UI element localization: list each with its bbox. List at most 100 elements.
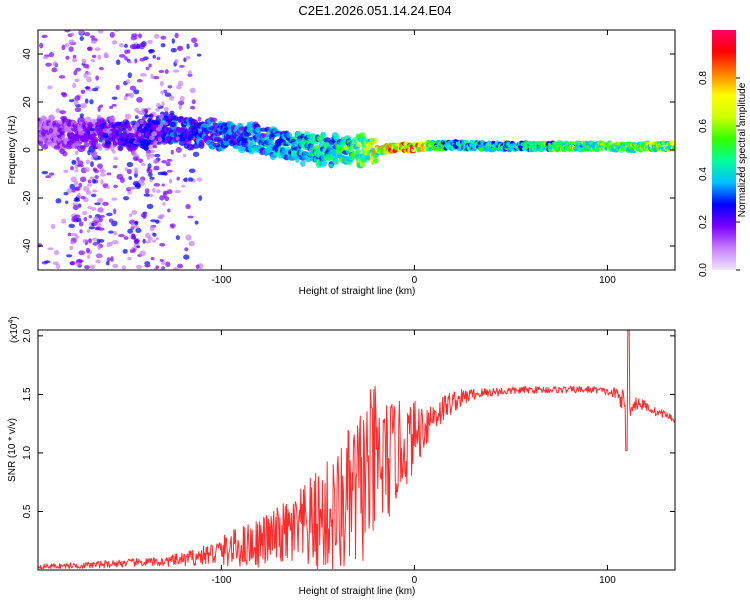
spectrogram-noise [75, 67, 82, 72]
spectrogram-noise [138, 158, 144, 163]
spectrogram-noise [87, 46, 92, 51]
spectrogram-noise [121, 265, 127, 270]
spectrogram-noise [78, 221, 84, 227]
spectrogram-panel: -100 0 100 40 20 0 -20 -40 Height of straight l… [7, 29, 676, 297]
spectrogram-noise [94, 174, 99, 180]
spectrogram-noise [161, 141, 168, 145]
spectrogram-noise [144, 188, 150, 194]
spectrogram-noise [152, 54, 156, 59]
spectrogram-noise [152, 145, 158, 149]
spectrogram-noise [196, 177, 203, 182]
spectrogram-noise [160, 90, 164, 95]
spectrogram-noise [144, 114, 152, 118]
spectrogram-noise [64, 30, 71, 33]
spectrogram-noise [58, 75, 66, 79]
spectrogram-noise [92, 189, 98, 193]
spectrogram-noise [100, 172, 106, 177]
spectrogram-noise [86, 183, 93, 187]
spectrogram-noise [71, 216, 76, 223]
spectrogram-noise [187, 70, 192, 75]
spectrogram-noise [133, 126, 138, 132]
y-tick-label: 1.5 [22, 387, 33, 401]
spectrogram-noise [111, 40, 118, 45]
spectrogram-noise [160, 171, 168, 176]
spectrogram-noise [161, 183, 165, 187]
spectrogram-noise [66, 188, 73, 194]
spectrogram-noise [41, 170, 49, 175]
spectrogram-cell [118, 145, 123, 152]
spectrogram-noise [185, 55, 191, 60]
spectrogram-noise [71, 57, 78, 63]
spectrogram-noise [150, 219, 157, 223]
spectrogram-noise [123, 95, 128, 101]
spectrogram-noise [130, 234, 136, 240]
spectrogram-noise [61, 134, 66, 140]
spectrogram-noise [153, 33, 160, 39]
spectrogram-noise [153, 121, 161, 126]
colorbar-ticks: 0.0 0.2 0.4 0.6 0.8 [698, 71, 740, 277]
spectrogram-noise [92, 216, 100, 222]
y-tick-label: 2.0 [22, 328, 33, 342]
spectrogram-noise [138, 179, 145, 184]
spectrogram-noise [97, 54, 102, 60]
spectrogram-noise [164, 69, 169, 74]
spectrogram-noise [78, 203, 82, 208]
spectrogram-noise [156, 56, 161, 61]
spectrogram-noise [79, 36, 84, 41]
spectrogram-noise [89, 127, 96, 132]
spectrogram-noise [65, 145, 73, 150]
spectrogram-noise [132, 248, 136, 253]
spectrogram-cell [286, 132, 293, 139]
spectrogram-noise [97, 114, 102, 119]
spectrogram-noise [170, 121, 177, 128]
spectrogram-noise [124, 113, 132, 120]
spectrogram-cell [164, 111, 169, 118]
spectrogram-cell [268, 138, 275, 144]
spectrogram-noise [87, 206, 92, 210]
spectrogram-noise [74, 95, 81, 101]
spectrogram-noise [166, 158, 173, 162]
spectrogram-noise [54, 249, 60, 256]
spectrogram-noise [42, 56, 49, 60]
spectrogram-noise [112, 150, 116, 154]
spectrogram-noise [136, 245, 141, 249]
spectrogram-noise [135, 264, 143, 269]
spectrogram-noise [150, 257, 155, 261]
spectrogram-noise [68, 223, 75, 228]
spectrogram-noise [160, 43, 166, 48]
spectrogram-noise [111, 103, 117, 107]
spectrogram-noise [144, 240, 152, 244]
spectrogram-noise [45, 175, 52, 179]
spectrogram-noise [89, 176, 95, 180]
spectrogram-noise [153, 182, 161, 187]
spectrogram-noise [109, 105, 114, 109]
spectrogram-noise [109, 241, 113, 247]
spectrogram-noise [74, 107, 82, 113]
spectrogram-noise [85, 85, 90, 90]
spectrogram-noise [71, 159, 77, 165]
spectrogram-cell [254, 127, 263, 134]
spectrogram-noise [192, 151, 200, 157]
spectrogram-noise [59, 148, 66, 155]
spectrogram-noise [160, 35, 167, 40]
spectrogram-noise [174, 189, 182, 194]
snr-series-line [38, 330, 675, 570]
spectrogram-noise [172, 69, 180, 73]
spectrogram-noise [87, 255, 91, 259]
y-tick-label: 40 [22, 48, 33, 60]
spectrogram-ticks: -100 0 100 40 20 0 -20 -40 [22, 30, 675, 286]
spectrogram-noise [77, 164, 84, 168]
colorbar-tick-label: 0.6 [698, 119, 709, 133]
spectrogram-noise [91, 54, 97, 59]
spectrogram-noise [78, 250, 86, 256]
spectrogram-noise [186, 43, 190, 50]
spectrogram-noise [118, 42, 124, 48]
spectrogram-noise [188, 168, 196, 174]
spectrogram-noise [146, 107, 152, 111]
spectrogram-cell [188, 143, 194, 150]
x-tick-label: 100 [599, 275, 616, 286]
spectrogram-noise [75, 262, 82, 266]
spectrogram-noise [98, 67, 104, 71]
spectrogram-cell [210, 117, 218, 123]
